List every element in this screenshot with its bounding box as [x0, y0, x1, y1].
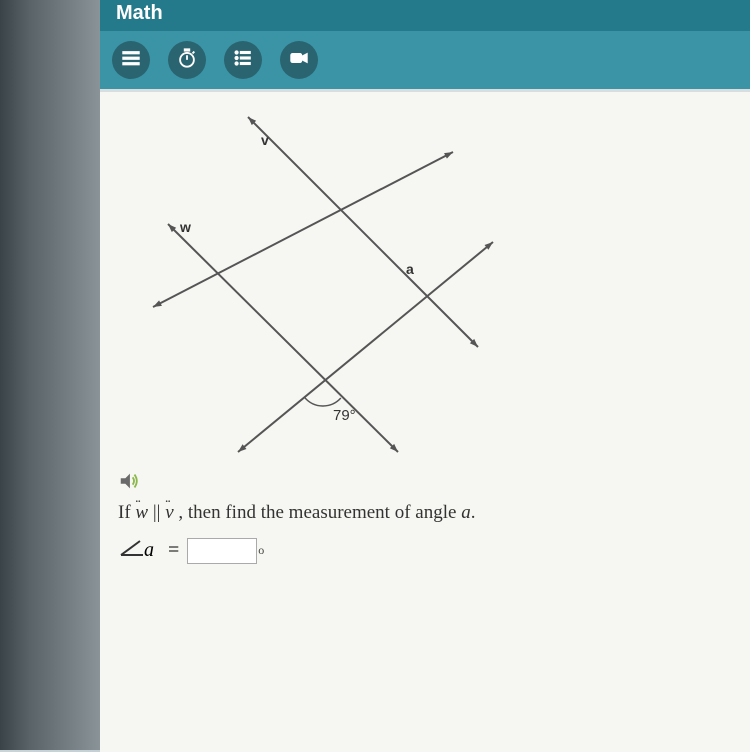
menu-button[interactable] — [112, 41, 150, 79]
answer-input[interactable] — [187, 538, 257, 564]
answer-var: a — [144, 539, 154, 562]
angle-icon — [118, 538, 146, 564]
q-var-w: w — [135, 502, 148, 523]
svg-text:79°: 79° — [333, 407, 356, 424]
content-area: vwa79° If w || v , then find the measure… — [100, 92, 750, 752]
app-window: Math vwa79° — [100, 0, 750, 750]
video-button[interactable] — [280, 41, 318, 79]
menu-icon — [120, 47, 142, 74]
answer-equals: = — [168, 539, 179, 562]
toolbar — [100, 31, 750, 89]
stopwatch-icon — [176, 47, 198, 74]
list-icon — [232, 47, 254, 74]
q-parallel: || — [148, 502, 165, 523]
list-button[interactable] — [224, 41, 262, 79]
svg-text:a: a — [406, 261, 414, 277]
question-text: If w || v , then find the measurement of… — [118, 499, 732, 528]
timer-button[interactable] — [168, 41, 206, 79]
svg-text:v: v — [261, 132, 269, 148]
geometry-diagram: v w a 79° — [128, 112, 508, 462]
device-bezel — [0, 0, 100, 750]
video-icon — [288, 47, 310, 74]
diagram-svg: v w a 79° — [128, 112, 508, 462]
answer-line: a = o — [118, 538, 732, 564]
degree-superscript: o — [258, 543, 264, 558]
q-var-v: v — [165, 502, 173, 523]
q-end: . — [471, 502, 476, 523]
q-target: a — [461, 502, 471, 523]
header-bar: Math — [100, 0, 750, 31]
q-prefix: If — [118, 502, 135, 523]
svg-text:w: w — [179, 219, 191, 235]
q-suffix: , then find the measurement of angle — [174, 502, 462, 523]
page-title: Math — [116, 2, 163, 24]
